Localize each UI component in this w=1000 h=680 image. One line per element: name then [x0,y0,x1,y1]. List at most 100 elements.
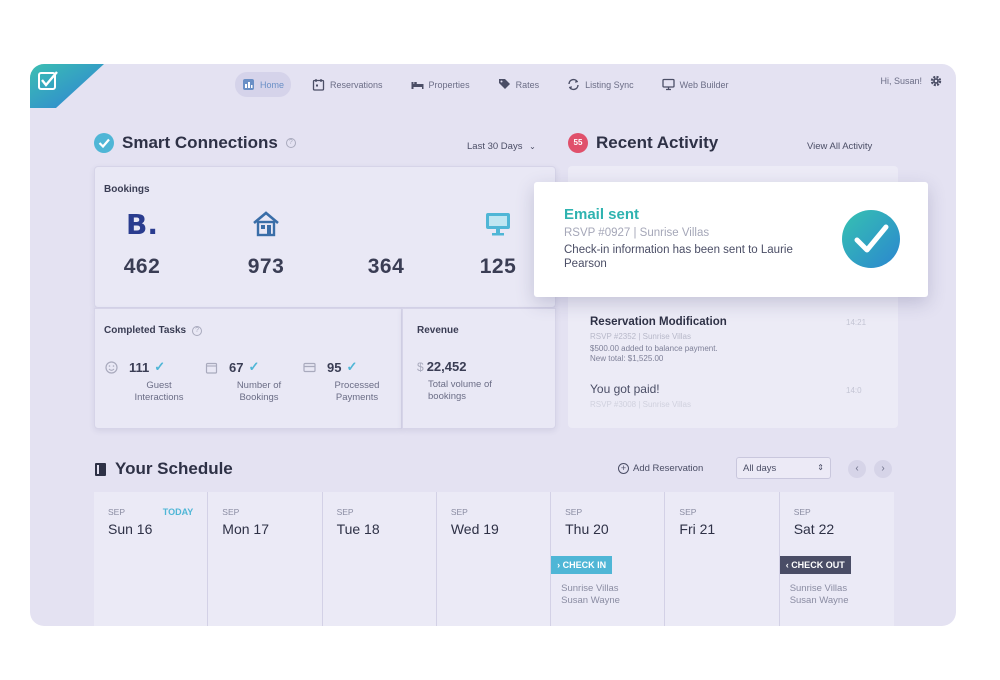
help-icon[interactable]: ? [285,138,296,148]
checkmark-icon: ✓ [154,359,166,374]
activity-entry-sub: RSVP #2352 | Sunrise Villas [590,332,691,341]
booking-b-icon: B. [126,207,158,241]
activity-entry-line2: New total: $1,525.00 [590,354,664,363]
calendar-day[interactable]: SEP Fri 21 [665,492,780,626]
booking-count-2: 973 [247,255,285,278]
day-name: Sat 22 [793,521,835,537]
chevron-down-icon: ⌄ [529,142,536,151]
view-all-activity-link[interactable]: View All Activity [807,141,873,152]
event-place: Sunrise Villas [561,583,619,594]
calendar-icon [312,79,325,91]
task-label-line1: Guest [146,380,172,391]
completed-tasks-card: Completed Tasks ? 111 ✓ Guest Interaction… [94,308,402,429]
add-reservation-label: Add Reservation [633,463,704,474]
task-label-line2: Interactions [134,392,184,403]
success-check-icon [842,210,900,268]
day-name: Tue 18 [336,521,380,537]
revenue-card: Revenue $ 22,452 Total volume of booking… [402,308,556,429]
task-value: 95 [327,359,342,375]
check-out-badge[interactable]: ‹ CHECK OUT [779,556,851,574]
bookings-card: Bookings B. 462 973 364 125 [94,166,556,308]
calendar-day[interactable]: SEP Sat 22 ‹ CHECK OUT Sunrise Villas Su… [779,492,894,626]
toast-body: Check-in information has been sent to La… [564,244,793,270]
user-greeting[interactable]: Hi, Susan! [880,76,922,86]
booking-stat-other: 364 [341,207,431,279]
days-filter-value: All days [743,463,777,474]
event-label: CHECK OUT [791,560,845,570]
nav-reservations-label: Reservations [330,79,383,90]
smart-connections-title: Smart Connections [122,133,278,152]
event-guest: Susan Wayne [789,595,849,606]
calendar-day[interactable]: SEP Wed 19 [436,492,552,626]
schedule-header: Your Schedule [94,459,233,479]
currency-symbol: $ [417,359,424,374]
booking-count-3: 364 [367,255,405,278]
day-month: SEP [222,507,240,517]
toast-subtitle: RSVP #0927 | Sunrise Villas [564,227,710,239]
nav-properties[interactable]: Properties [404,72,477,97]
days-filter-select[interactable]: All days ⇕ [736,457,831,479]
day-name: Thu 20 [565,521,609,537]
booking-stat-web: 125 [453,207,543,279]
bookings-label: Bookings [104,184,150,195]
plus-circle-icon: + [618,463,629,474]
add-reservation-button[interactable]: + Add Reservation [618,463,703,474]
revenue-value: 22,452 [426,359,467,374]
completed-tasks-label: Completed Tasks [104,325,187,336]
calendar-day[interactable]: SEP Thu 20 › CHECK IN Sunrise Villas Sus… [551,492,666,626]
smart-connections-header: Smart Connections ? [94,133,296,153]
email-sent-toast[interactable]: Email sent RSVP #0927 | Sunrise Villas C… [534,182,928,297]
activity-entry-time: 14:0 [846,386,862,395]
nav-rates-label: Rates [515,79,540,90]
nav-home[interactable]: Home [235,72,292,97]
check-circle-icon [94,133,114,153]
day-month: SEP [793,507,811,517]
day-month: SEP [565,507,583,517]
task-number-of-bookings: 67 ✓ Number of Bookings [205,359,289,404]
revenue-sub-line2: bookings [428,391,467,402]
date-range-dropdown[interactable]: Last 30 Days ⌄ [467,141,536,152]
logo-icon[interactable] [30,64,104,108]
activity-entry[interactable]: You got paid! RSVP #3008 | Sunrise Villa… [590,382,691,409]
today-label: TODAY [162,507,194,517]
task-value: 111 [129,359,150,375]
nav-reservations[interactable]: Reservations [305,72,390,97]
chevron-right-icon: › [881,463,885,474]
bed-icon [411,82,424,89]
task-guest-interactions: 111 ✓ Guest Interactions [105,359,189,404]
activity-entry-sub: RSVP #3008 | Sunrise Villas [590,400,691,409]
nav-web-builder[interactable]: Web Builder [655,72,736,97]
day-month: SEP [450,507,468,517]
calendar-day[interactable]: SEP TODAY Sun 16 [94,492,209,626]
recent-activity-title: Recent Activity [596,133,719,152]
event-guest: Susan Wayne [561,595,620,606]
schedule-title: Your Schedule [115,459,233,478]
nav-rates[interactable]: Rates [491,72,547,97]
top-nav: Home Reservations Properties Rates Listi… [235,72,735,97]
calendar-day[interactable]: SEP Tue 18 [322,492,437,626]
tag-icon [498,79,510,89]
activity-entry-title: You got paid! [590,382,660,396]
booking-stat-house: 973 [221,207,311,279]
revenue-sub-line1: Total volume of [428,379,492,390]
activity-entry-line1: $500.00 added to balance payment. [590,344,718,353]
day-name: Sun 16 [108,521,153,537]
calendar-day[interactable]: SEP Mon 17 [208,492,323,626]
task-label-line2: Payments [335,392,379,403]
activity-entry[interactable]: Reservation Modification RSVP #2352 | Su… [590,316,727,364]
app-window: Home Reservations Properties Rates Listi… [30,64,956,626]
activity-count-badge: 55 [568,133,588,153]
monitor-icon [661,78,675,91]
house-icon [253,211,279,237]
booking-stat-booking: B. 462 [97,207,187,279]
day-month: SEP [108,507,126,517]
check-in-badge[interactable]: › CHECK IN [551,556,613,574]
day-name: Fri 21 [679,521,716,537]
next-week-button[interactable]: › [874,460,892,478]
prev-week-button[interactable]: ‹ [848,460,866,478]
help-icon[interactable]: ? [192,325,203,336]
nav-listing-sync[interactable]: Listing Sync [560,72,641,97]
gear-icon[interactable] [930,75,942,87]
event-place: Sunrise Villas [789,583,848,594]
day-name: Mon 17 [222,521,269,537]
